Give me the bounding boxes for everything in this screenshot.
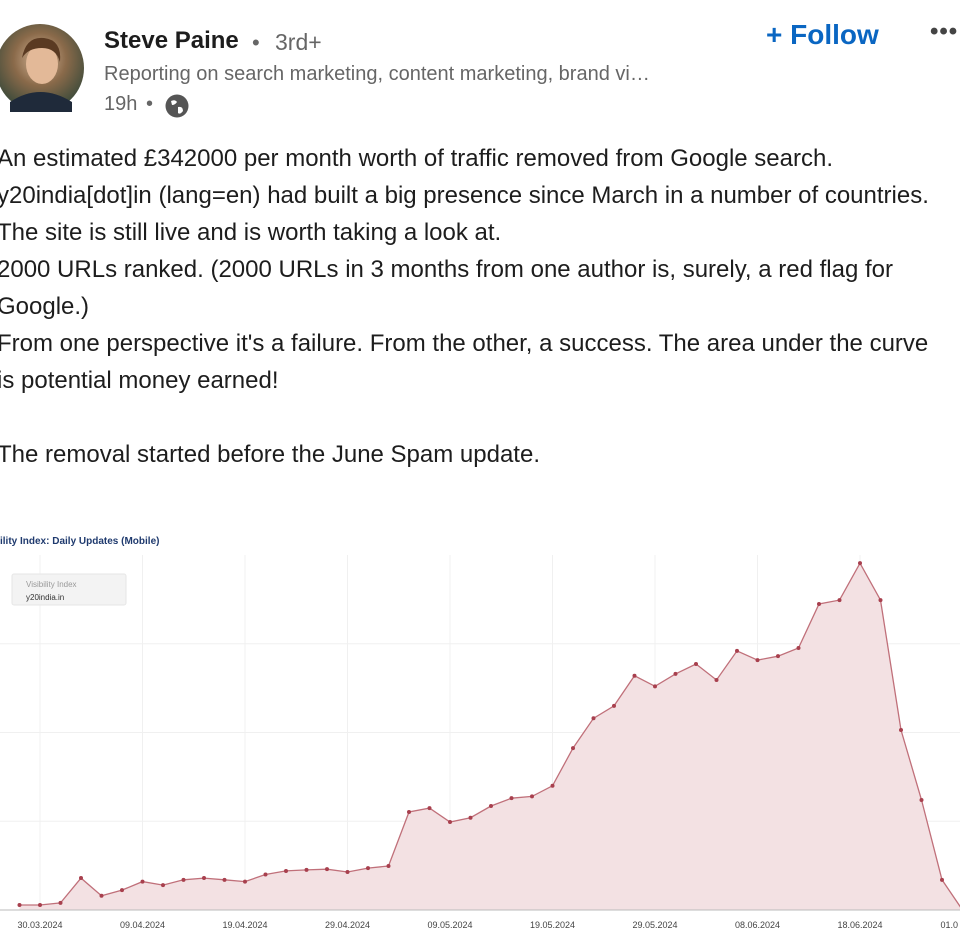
data-point xyxy=(673,671,678,676)
data-point xyxy=(878,598,883,603)
post-paragraph: y20india[dot]in (lang=en) had built a bi… xyxy=(0,182,929,246)
post-time: 19h xyxy=(104,93,138,115)
data-point xyxy=(489,803,493,808)
data-point xyxy=(427,806,432,811)
data-point xyxy=(140,879,145,884)
globe-icon xyxy=(165,94,189,118)
x-tick-label: 30.03.2024 xyxy=(17,920,62,930)
data-point xyxy=(386,863,391,868)
data-point xyxy=(222,877,227,882)
data-point xyxy=(263,872,268,877)
chart-title: ility Index: Daily Updates (Mobile) xyxy=(0,536,159,547)
connection-degree: 3rd+ xyxy=(275,29,322,55)
more-menu[interactable]: ••• xyxy=(930,18,959,45)
legend-title: Visibility Index xyxy=(26,580,77,589)
avatar[interactable] xyxy=(0,22,90,114)
post-paragraph: 2000 URLs ranked. (2000 URLs in 3 months… xyxy=(0,256,894,320)
area xyxy=(19,563,960,910)
post-paragraph: An estimated £342000 per month worth of … xyxy=(0,145,833,172)
data-point xyxy=(858,561,862,566)
post-paragraph: From one perspective it's a failure. Fro… xyxy=(0,330,929,394)
data-point xyxy=(284,868,288,873)
legend-box xyxy=(11,573,127,606)
data-point xyxy=(17,903,22,908)
data-point xyxy=(468,815,473,820)
data-point xyxy=(837,598,842,603)
data-point xyxy=(940,877,944,882)
data-point xyxy=(448,819,452,824)
data-point xyxy=(612,703,616,708)
data-point xyxy=(161,883,165,888)
legend-entry: y20india.in xyxy=(26,593,64,602)
separator: • xyxy=(146,93,154,115)
data-point xyxy=(509,796,514,801)
data-point xyxy=(591,716,596,721)
data-point xyxy=(776,654,780,659)
data-point xyxy=(99,893,104,898)
data-point xyxy=(714,677,719,682)
data-point xyxy=(407,810,411,815)
x-tick-label: 18.06.2024 xyxy=(837,920,882,930)
data-point xyxy=(530,794,534,799)
data-point xyxy=(796,646,801,651)
data-point xyxy=(120,888,124,893)
data-point xyxy=(58,900,63,905)
data-point xyxy=(202,876,206,881)
data-point xyxy=(632,673,637,678)
data-point xyxy=(899,728,903,733)
x-tick-label: 09.04.2024 xyxy=(120,920,165,930)
data-point xyxy=(755,658,760,663)
data-point xyxy=(550,783,555,788)
x-tick-label: 01.0 xyxy=(941,920,959,930)
author-headline: Reporting on search marketing, content m… xyxy=(104,63,650,85)
data-point xyxy=(345,870,350,875)
data-point xyxy=(735,648,739,653)
author-name[interactable]: Steve Paine xyxy=(104,27,239,54)
data-point xyxy=(38,903,42,908)
data-point xyxy=(653,684,657,689)
data-point xyxy=(79,876,83,881)
data-point xyxy=(817,601,821,606)
data-point xyxy=(571,746,575,751)
data-point xyxy=(304,867,309,872)
x-tick-label: 29.04.2024 xyxy=(325,920,370,930)
separator: • xyxy=(252,30,260,55)
follow-label[interactable]: Follow xyxy=(790,19,879,50)
plus-icon: + xyxy=(766,19,791,50)
x-tick-label: 08.06.2024 xyxy=(735,920,780,930)
data-point xyxy=(181,877,186,882)
x-tick-label: 29.05.2024 xyxy=(632,920,677,930)
data-point xyxy=(325,867,329,872)
data-point xyxy=(694,661,698,666)
x-tick-label: 19.04.2024 xyxy=(222,920,267,930)
follow-button[interactable]: + Follow xyxy=(766,19,879,51)
post-body: An estimated £342000 per month worth of … xyxy=(0,140,935,473)
x-tick-label: 19.05.2024 xyxy=(530,920,575,930)
post-paragraph: The removal started before the June Spam… xyxy=(0,441,540,468)
data-point xyxy=(243,879,247,884)
data-point xyxy=(366,866,370,871)
data-point xyxy=(919,797,924,802)
chart-image: ility Index: Daily Updates (Mobile) Visi… xyxy=(0,520,960,950)
x-tick-label: 09.05.2024 xyxy=(427,920,472,930)
